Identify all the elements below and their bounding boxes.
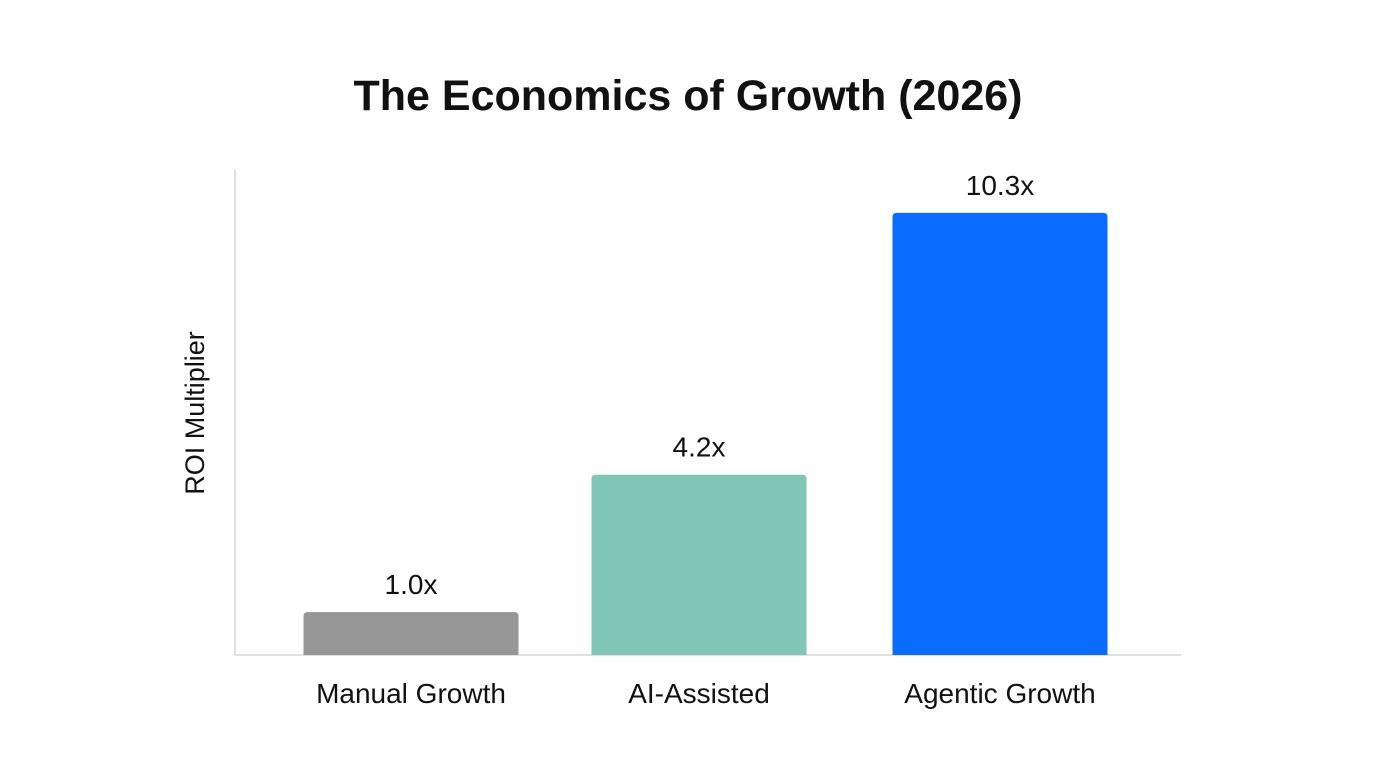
x-tick-label: AI-Assisted — [628, 678, 770, 709]
bar-agentic-growth — [892, 212, 1108, 655]
y-axis-label: ROI Multiplier — [180, 331, 210, 495]
data-label: 4.2x — [673, 432, 726, 463]
chart-title: The Economics of Growth (2026) — [354, 72, 1023, 120]
bar-ai-assisted — [591, 474, 807, 655]
x-tick-label: Manual Growth — [316, 678, 506, 709]
data-label: 10.3x — [966, 170, 1035, 201]
bar-manual-growth — [303, 612, 519, 655]
x-tick-label: Agentic Growth — [904, 678, 1095, 709]
data-label: 1.0x — [385, 569, 438, 600]
